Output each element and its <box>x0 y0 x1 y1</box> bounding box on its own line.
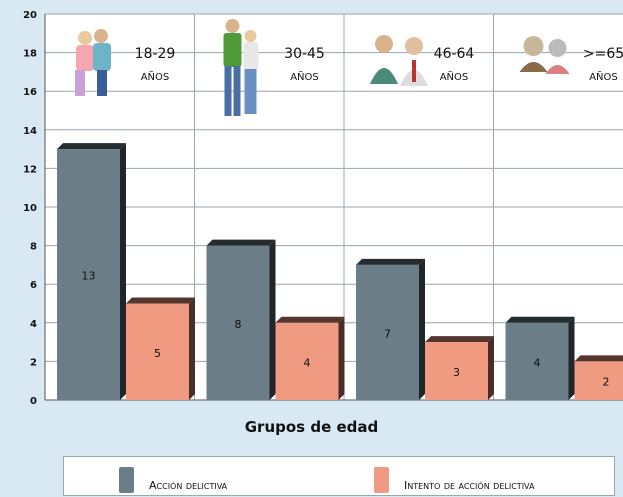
bar-side <box>120 143 126 400</box>
bar-top <box>57 143 126 150</box>
bar-value-label: 4 <box>534 356 541 369</box>
legend-label-accion: Acción delictiva <box>149 479 228 492</box>
bar <box>356 264 419 400</box>
y-tick-label: 4 <box>30 319 37 330</box>
bar-side <box>488 336 494 400</box>
bar <box>57 149 120 400</box>
x-axis-label: Grupos de edad <box>244 418 379 436</box>
y-tick-label: 10 <box>23 203 37 214</box>
couple-adults-icon <box>223 19 259 116</box>
bar-side <box>419 258 425 400</box>
y-tick-label: 20 <box>23 10 37 21</box>
category-label-range: 18-29 <box>135 46 176 62</box>
y-tick-label: 8 <box>30 242 37 253</box>
category-label-unit: AÑOS <box>141 70 170 83</box>
bar-value-label: 7 <box>384 327 391 340</box>
couple-elderly-icon <box>519 36 570 74</box>
bar-value-label: 5 <box>154 347 161 360</box>
bar-top <box>275 316 345 323</box>
bar-top <box>126 297 195 304</box>
bar <box>505 322 569 400</box>
people-group-young-icon <box>75 29 111 96</box>
bar-side <box>269 239 276 400</box>
bar <box>126 303 189 400</box>
category-label-unit: AÑOS <box>290 70 319 83</box>
bar-top <box>356 258 425 265</box>
y-tick-label: 14 <box>23 126 37 137</box>
bar-side <box>338 316 345 400</box>
legend-swatch-accion <box>119 467 134 493</box>
bar-value-label: 2 <box>603 376 610 389</box>
legend-swatch-intento <box>374 467 389 493</box>
couple-middle-aged-icon <box>370 35 428 86</box>
y-tick-label: 6 <box>30 280 37 291</box>
bar-top <box>574 355 623 362</box>
bar-value-label: 3 <box>453 366 460 379</box>
bar <box>425 342 488 400</box>
bar-chart: 0 2 4 6 8 10 12 14 16 18 20 13 5 18-29 AÑOS 8 4 30-45 AÑOS… <box>23 10 623 407</box>
category-label-range: 30-45 <box>284 46 325 62</box>
bar-side <box>568 316 575 400</box>
bar <box>206 245 270 400</box>
y-tick-label: 16 <box>23 87 37 98</box>
bar-top <box>206 239 276 246</box>
y-tick-label: 0 <box>30 396 37 407</box>
bar-value-label: 13 <box>82 270 96 283</box>
bar <box>574 361 623 400</box>
category-label-range: 46-64 <box>434 46 475 62</box>
category-label-unit: AÑOS <box>589 70 618 83</box>
bar-top <box>505 316 575 323</box>
category-label-range: >=65 <box>583 46 623 62</box>
bar-value-label: 4 <box>304 356 311 369</box>
bar-value-label: 8 <box>235 318 242 331</box>
y-tick-label: 12 <box>23 164 37 175</box>
legend-label-intento: Intento de acción delictiva <box>404 479 535 492</box>
y-tick-label: 2 <box>30 357 37 368</box>
legend: Acción delictiva Intento de acción delic… <box>63 456 615 496</box>
bar-top <box>425 336 494 343</box>
bar <box>275 322 339 400</box>
category-label-unit: AÑOS <box>440 70 469 83</box>
y-tick-label: 18 <box>23 49 37 60</box>
bar-side <box>189 297 195 400</box>
